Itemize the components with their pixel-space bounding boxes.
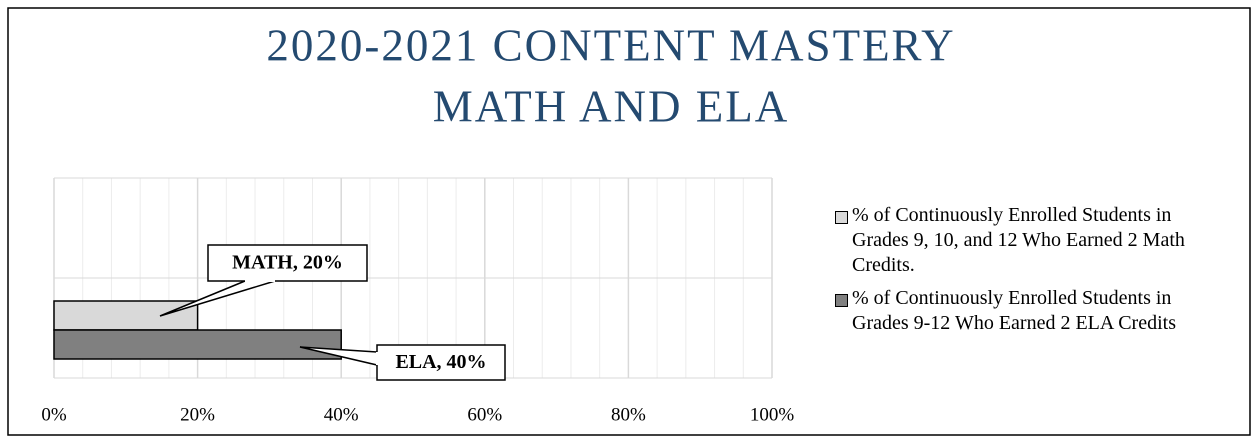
callout-pointer xyxy=(159,280,276,317)
callout-box xyxy=(207,244,368,282)
bar xyxy=(53,329,342,360)
legend-item: % of Continuously Enrolled Students in G… xyxy=(835,203,1215,278)
x-tick-label: 60% xyxy=(467,404,502,425)
bar xyxy=(53,300,199,331)
legend-label: % of Continuously Enrolled Students in G… xyxy=(852,287,1176,334)
x-tick-label: 80% xyxy=(611,404,646,425)
chart-title: 2020-2021 CONTENT MASTERY xyxy=(266,20,955,70)
frame xyxy=(7,7,1251,436)
legend: % of Continuously Enrolled Students in G… xyxy=(835,203,1215,344)
legend-swatch xyxy=(835,294,848,307)
callout-box xyxy=(376,344,506,381)
legend-label: % of Continuously Enrolled Students in G… xyxy=(852,204,1185,276)
legend-item: % of Continuously Enrolled Students in G… xyxy=(835,286,1215,336)
data-label: ELA, 40% xyxy=(395,351,486,373)
x-tick-label: 0% xyxy=(41,404,67,425)
legend-swatch xyxy=(835,211,848,224)
x-tick-label: 20% xyxy=(180,404,215,425)
data-label: MATH, 20% xyxy=(232,252,343,274)
chart-title: MATH AND ELA xyxy=(433,81,790,131)
x-tick-label: 40% xyxy=(324,404,359,425)
x-tick-label: 100% xyxy=(750,404,795,425)
